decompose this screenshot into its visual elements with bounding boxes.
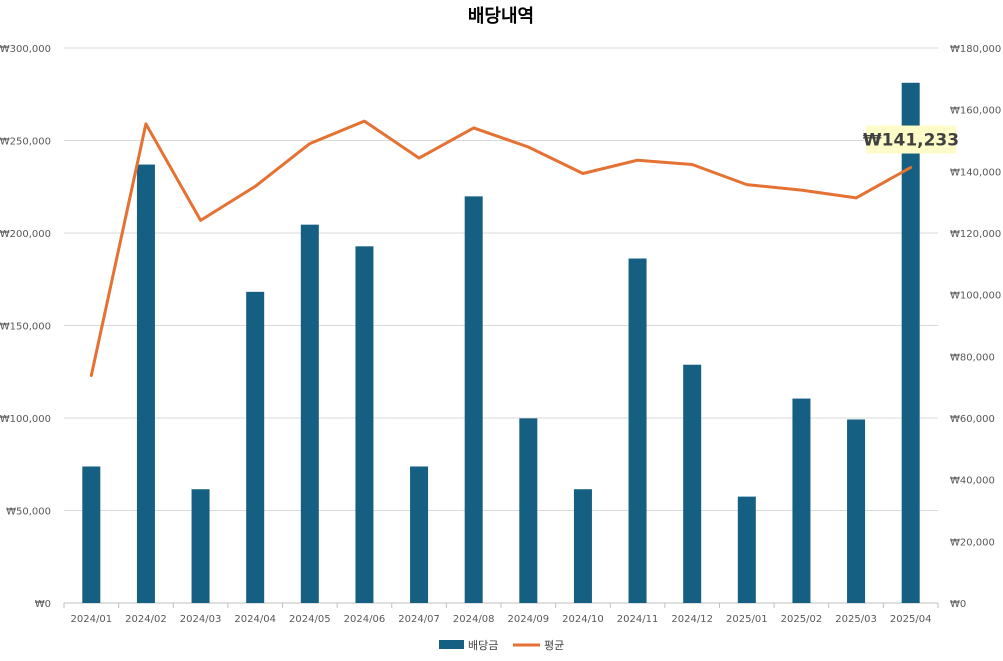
bar: [792, 398, 811, 603]
x-tick-label: 2024/12: [671, 614, 713, 625]
y-left-tick-label: ₩200,000: [0, 229, 51, 240]
y-right-tick-label: ₩120,000: [950, 229, 1001, 240]
x-tick-label: 2025/02: [781, 614, 823, 625]
y-right-tick-label: ₩20,000: [950, 537, 995, 548]
bar: [355, 246, 374, 603]
gridlines: [64, 47, 938, 604]
bar: [628, 258, 647, 603]
axes: ₩0 ₩50,000 ₩100,000 ₩150,000 ₩200,000 ₩250,00…: [0, 44, 1001, 625]
y-left-tick-label: ₩50,000: [6, 507, 51, 518]
x-tick-label: 2025/04: [890, 614, 932, 625]
chart-title: 배당내역: [468, 6, 534, 27]
legend-bar-swatch: [439, 640, 464, 649]
bar: [464, 196, 483, 603]
x-tick-label: 2024/10: [562, 614, 604, 625]
y-right-tick-label: ₩100,000: [950, 291, 1001, 302]
bar: [573, 489, 592, 603]
annotation-box: [866, 125, 956, 154]
y-left-tick-label: ₩0: [35, 599, 51, 610]
y-left-tick-label: ₩150,000: [0, 322, 51, 333]
line-series: [89, 119, 913, 377]
x-tick-label: 2024/02: [125, 614, 167, 625]
annotation-label: ₩141,233: [863, 131, 959, 151]
average-line: [89, 119, 913, 377]
legend-line-label: 평균: [544, 639, 564, 652]
y-right-tick-label: ₩140,000: [950, 167, 1001, 178]
bar: [191, 489, 210, 603]
y-left-tick-label: ₩100,000: [0, 414, 51, 425]
x-tick-label: 2024/04: [234, 614, 276, 625]
x-tick-label: 2024/03: [180, 614, 222, 625]
x-tick-label: 2025/03: [835, 614, 877, 625]
y-right-tick-label: ₩80,000: [950, 352, 995, 363]
bar: [683, 364, 702, 603]
annotation: ₩141,233: [863, 125, 959, 154]
bar: [901, 82, 920, 603]
bar: [82, 466, 101, 603]
x-tick-label: 2024/07: [398, 614, 440, 625]
y-left-tick-label: ₩250,000: [0, 137, 51, 148]
y-right-tick-label: ₩180,000: [950, 44, 1001, 55]
bar: [300, 224, 319, 604]
bar: [136, 164, 155, 604]
y-right-tick-label: ₩40,000: [950, 476, 995, 487]
y-right-tick-label: ₩60,000: [950, 414, 995, 425]
bar: [410, 466, 429, 603]
bar: [847, 419, 866, 603]
y-right-tick-label: ₩0: [950, 599, 966, 610]
x-tick-label: 2024/05: [289, 614, 331, 625]
x-tick-label: 2024/08: [453, 614, 495, 625]
bar: [246, 291, 265, 603]
x-tick-label: 2024/09: [508, 614, 550, 625]
legend-bar-label: 배당금: [468, 639, 498, 652]
x-tick-label: 2024/06: [344, 614, 386, 625]
bar: [737, 496, 756, 603]
y-left-tick-label: ₩300,000: [0, 44, 51, 55]
bar: [519, 418, 538, 603]
x-tick-label: 2024/01: [71, 614, 113, 625]
y-right-tick-label: ₩160,000: [950, 106, 1001, 117]
bar-series: [82, 82, 920, 604]
x-tick-label: 2024/11: [617, 614, 659, 625]
x-tick-label: 2025/01: [726, 614, 768, 625]
legend: 배당금 평균: [439, 639, 564, 652]
